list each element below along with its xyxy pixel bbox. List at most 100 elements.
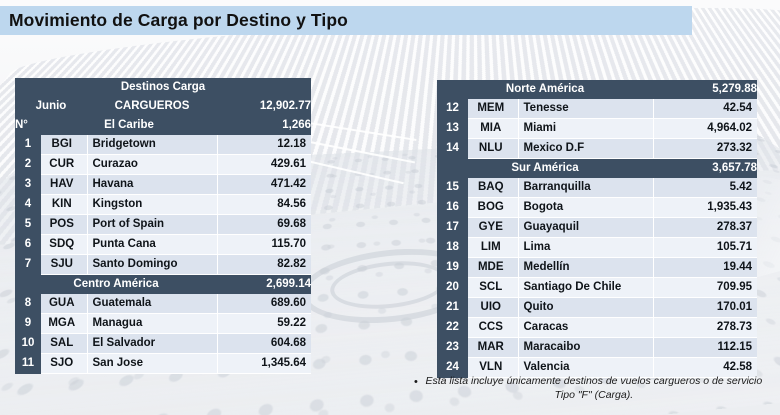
table-row[interactable]: 11 SJO San Jose 1,345.64 [15,354,311,374]
right-row-airport-code: UIO [468,298,518,318]
right-row-number: 15 [437,178,468,198]
left-header-period: Junio [15,97,87,116]
left-group-header-row: Centro América 2,699.14 [15,275,311,295]
right-group-total: 3,657.78 [653,159,757,179]
right-row-number: 22 [437,318,468,338]
left-row-city: Guatemala [87,294,217,314]
table-row[interactable]: 3 HAV Havana 471.42 [15,175,311,195]
right-row-city: Barranquilla [518,178,653,198]
right-row-city: Lima [518,238,653,258]
left-row-value: 82.82 [217,255,311,275]
right-row-city: Guayaquil [518,218,653,238]
left-group-total: 2,699.14 [217,275,311,295]
left-row-value: 115.70 [217,235,311,255]
right-row-value: 42.54 [653,99,757,119]
left-group-name: Centro América [15,275,217,295]
left-row-airport-code: GUA [41,294,87,314]
right-row-airport-code: CCS [468,318,518,338]
right-row-value: 170.01 [653,298,757,318]
right-row-airport-code: SCL [468,278,518,298]
right-row-number: 23 [437,338,468,358]
left-header-title: Destinos Carga [15,78,311,97]
left-header-num-label: N° [15,116,41,135]
right-row-city: Santiago De Chile [518,278,653,298]
table-row[interactable]: 8 GUA Guatemala 689.60 [15,294,311,314]
left-row-airport-code: SJU [41,255,87,275]
right-row-airport-code: NLU [468,139,518,159]
left-row-number: 11 [15,354,41,374]
table-row[interactable]: 5 POS Port of Spain 69.68 [15,215,311,235]
right-group-header-row: Sur América 3,657.78 [437,159,757,179]
footnote: • Esta lista incluye únicamente destinos… [414,374,774,402]
left-row-value: 84.56 [217,195,311,215]
left-header-type-row: Junio CARGUEROS 12,902.77 [15,97,311,116]
left-row-airport-code: BGI [41,135,87,155]
page-title-band: Movimiento de Carga por Destino y Tipo [0,6,692,35]
table-row[interactable]: 19 MDE Medellín 19.44 [437,258,757,278]
table-row[interactable]: 15 BAQ Barranquilla 5.42 [437,178,757,198]
left-row-airport-code: SDQ [41,235,87,255]
left-row-number: 2 [15,155,41,175]
right-row-value: 273.32 [653,139,757,159]
table-row[interactable]: 10 SAL El Salvador 604.68 [15,334,311,354]
right-row-city: Mexico D.F [518,139,653,159]
left-row-number: 4 [15,195,41,215]
left-grid: Destinos Carga Junio CARGUEROS 12,902.77 N° E… [15,78,311,374]
left-row-number: 9 [15,314,41,334]
right-row-number: 21 [437,298,468,318]
left-row-city: Managua [87,314,217,334]
left-header-cargo-type: CARGUEROS [87,97,217,116]
right-row-airport-code: MEM [468,99,518,119]
table-row[interactable]: 12 MEM Tenesse 42.54 [437,99,757,119]
right-row-city: Tenesse [518,99,653,119]
table-row[interactable]: 1 BGI Bridgetown 12.18 [15,135,311,155]
right-row-airport-code: BAQ [468,178,518,198]
left-row-value: 59.22 [217,314,311,334]
right-row-value: 105.71 [653,238,757,258]
left-row-value: 604.68 [217,334,311,354]
right-row-city: Miami [518,119,653,139]
left-row-number: 5 [15,215,41,235]
left-row-number: 3 [15,175,41,195]
right-row-value: 709.95 [653,278,757,298]
right-row-number: 16 [437,198,468,218]
right-group-name: Norte América [437,80,653,99]
table-row[interactable]: 23 MAR Maracaibo 112.15 [437,338,757,358]
left-header-title-row: Destinos Carga [15,78,311,97]
table-row[interactable]: 9 MGA Managua 59.22 [15,314,311,334]
table-row[interactable]: 13 MIA Miami 4,964.02 [437,119,757,139]
footnote-text: Esta lista incluye únicamente destinos d… [424,374,764,402]
table-row[interactable]: 16 BOG Bogota 1,935.43 [437,198,757,218]
left-header-grand-total: 12,902.77 [217,97,311,116]
left-group-name: El Caribe [41,116,217,135]
left-row-number: 6 [15,235,41,255]
right-row-city: Caracas [518,318,653,338]
table-row[interactable]: 2 CUR Curazao 429.61 [15,155,311,175]
table-row[interactable]: 6 SDQ Punta Cana 115.70 [15,235,311,255]
right-row-airport-code: MDE [468,258,518,278]
right-row-number: 18 [437,238,468,258]
right-row-airport-code: GYE [468,218,518,238]
page-title: Movimiento de Carga por Destino y Tipo [0,10,348,31]
table-row[interactable]: 21 UIO Quito 170.01 [437,298,757,318]
left-row-airport-code: KIN [41,195,87,215]
right-row-airport-code: BOG [468,198,518,218]
table-row[interactable]: 7 SJU Santo Domingo 82.82 [15,255,311,275]
right-row-number: 14 [437,139,468,159]
left-row-number: 10 [15,334,41,354]
left-row-airport-code: HAV [41,175,87,195]
table-row[interactable]: 18 LIM Lima 105.71 [437,238,757,258]
right-row-city: Medellín [518,258,653,278]
left-row-number: 8 [15,294,41,314]
footnote-bullet-icon: • [414,374,418,389]
left-row-value: 69.68 [217,215,311,235]
table-row[interactable]: 22 CCS Caracas 278.73 [437,318,757,338]
table-row[interactable]: 4 KIN Kingston 84.56 [15,195,311,215]
right-group-name: Sur América [437,159,653,179]
table-row[interactable]: 20 SCL Santiago De Chile 709.95 [437,278,757,298]
table-row[interactable]: 14 NLU Mexico D.F 273.32 [437,139,757,159]
table-row[interactable]: 17 GYE Guayaquil 278.37 [437,218,757,238]
left-row-value: 12.18 [217,135,311,155]
left-row-city: Port of Spain [87,215,217,235]
cargo-destinations-table-right: Norte América 5,279.88 12 MEM Tenesse 42.54 13… [437,80,757,378]
